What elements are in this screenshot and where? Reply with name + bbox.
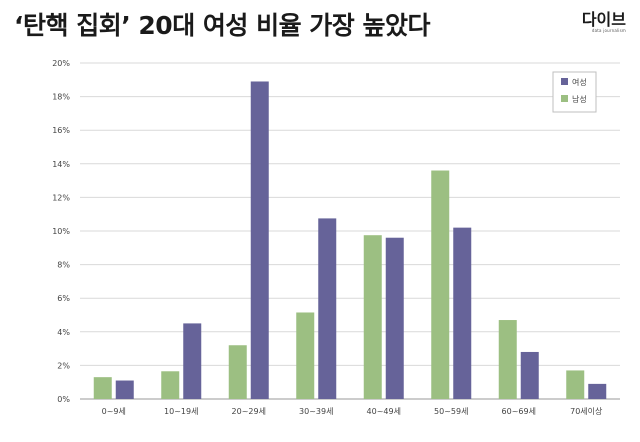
x-axis-categories: 0~9세 10~19세 20~29세 30~39세 40~49세 50~59세 60~69세… (102, 406, 603, 416)
bar-female-6 (520, 351, 539, 399)
bar-female-4 (385, 237, 404, 399)
legend-label: 여성 (572, 77, 587, 87)
y-tick-label: 4% (57, 328, 70, 337)
bar-male-6 (498, 320, 517, 399)
bar-male-5 (431, 170, 450, 399)
x-category-label: 30~39세 (299, 407, 333, 416)
legend-swatch (561, 78, 568, 85)
y-tick-label: 2% (57, 361, 70, 370)
x-category-label: 60~69세 (502, 407, 536, 416)
legend-box (552, 71, 597, 113)
chart-title: ‘탄핵 집회’ 20대 여성 비율 가장 높았다 (14, 11, 431, 40)
bar-male-2 (228, 345, 247, 399)
y-tick-label: 16% (52, 126, 70, 135)
bar-female-7 (588, 383, 607, 399)
legend-swatch (561, 95, 568, 102)
bar-male-1 (161, 371, 180, 399)
y-tick-label: 6% (57, 294, 70, 303)
x-category-label: 70세이상 (570, 406, 603, 416)
bar-male-0 (93, 377, 112, 399)
y-tick-label: 8% (57, 261, 70, 270)
bar-female-5 (453, 227, 472, 399)
y-tick-label: 0% (57, 395, 70, 404)
logo-text: 다이브 (581, 10, 626, 29)
bar-female-2 (250, 81, 269, 399)
bars (93, 81, 607, 399)
bar-male-4 (363, 235, 382, 399)
y-tick-label: 12% (52, 193, 70, 202)
x-category-label: 50~59세 (434, 407, 468, 416)
y-tick-label: 10% (52, 227, 70, 236)
x-category-label: 20~29세 (232, 407, 266, 416)
brand-logo: 다이브 data journalism (581, 10, 626, 34)
legend-label: 남성 (572, 95, 587, 104)
logo-subtitle: data journalism (591, 28, 626, 33)
x-category-label: 0~9세 (102, 407, 126, 416)
bar-female-0 (115, 380, 134, 399)
x-category-label: 10~19세 (164, 407, 198, 416)
y-tick-label: 18% (52, 93, 70, 102)
bar-male-7 (566, 370, 585, 399)
y-tick-label: 14% (52, 160, 70, 169)
x-category-label: 40~49세 (367, 407, 401, 416)
bar-female-1 (183, 323, 202, 399)
gridlines (80, 62, 620, 400)
y-axis-ticks: 0% 2% 4% 6% 8% 10% 12% 14% 16% 18% 20% (52, 59, 70, 404)
bar-female-3 (318, 218, 337, 399)
bar-male-3 (296, 312, 315, 399)
y-tick-label: 20% (52, 59, 70, 68)
